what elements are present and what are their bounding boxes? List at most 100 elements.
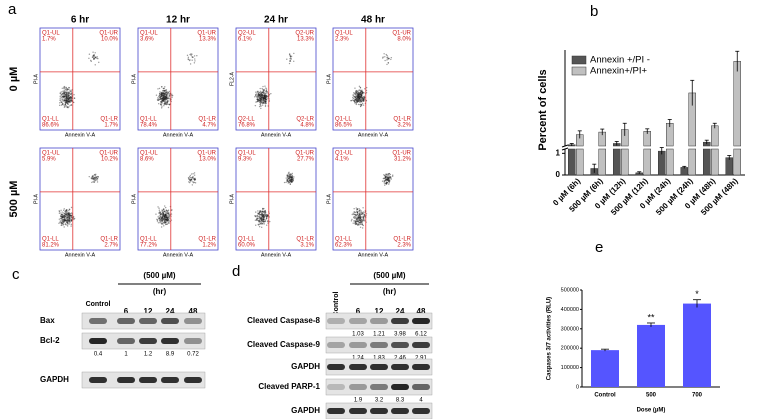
- event-dot: [360, 95, 362, 97]
- event-dot: [257, 224, 260, 226]
- event-dot: [64, 93, 67, 96]
- event-dot: [267, 220, 269, 222]
- event-dot: [162, 90, 165, 92]
- event-dot: [159, 220, 162, 222]
- band: [391, 342, 409, 348]
- event-dot: [361, 96, 363, 99]
- event-dot: [259, 98, 261, 101]
- event-dot: [166, 99, 169, 102]
- event-dot: [358, 217, 360, 220]
- event-dot: [158, 217, 161, 219]
- event-dot: [193, 179, 196, 182]
- event-dot: [68, 91, 70, 93]
- event-dot: [356, 100, 359, 102]
- event-dot: [64, 219, 67, 222]
- event-dot: [162, 98, 165, 100]
- event-dot: [65, 100, 67, 103]
- quadrant-value: 10.0%: [101, 37, 119, 43]
- event-dot: [68, 220, 71, 222]
- event-dot: [265, 96, 267, 98]
- y-axis-label: PI-A: [229, 193, 235, 203]
- quantification: 8.9: [166, 352, 175, 358]
- event-dot: [61, 211, 63, 213]
- event-dot: [66, 225, 69, 227]
- event-dot: [260, 107, 262, 110]
- event-dot: [164, 86, 166, 88]
- event-dot: [387, 177, 389, 179]
- event-dot: [164, 214, 166, 216]
- event-dot: [265, 88, 268, 90]
- event-dot: [258, 92, 260, 94]
- event-dot: [356, 208, 359, 211]
- event-dot: [384, 176, 387, 178]
- event-dot: [160, 95, 162, 97]
- event-dot: [63, 220, 66, 222]
- event-dot: [266, 215, 269, 217]
- event-dot: [355, 103, 357, 106]
- event-dot: [360, 105, 362, 107]
- event-dot: [356, 96, 358, 99]
- event-dot: [358, 95, 360, 98]
- event-dot: [64, 99, 67, 101]
- event-dot: [383, 180, 385, 182]
- event-dot: [158, 95, 160, 98]
- event-dot: [160, 217, 162, 220]
- quadrant-value: 62.3%: [335, 243, 353, 249]
- event-dot: [164, 103, 166, 105]
- event-dot: [96, 57, 98, 59]
- event-dot: [66, 100, 68, 102]
- event-dot: [362, 224, 365, 227]
- event-dot: [164, 101, 166, 103]
- event-dot: [358, 93, 360, 96]
- event-dot: [165, 216, 168, 219]
- event-dot: [62, 94, 65, 96]
- event-dot: [260, 92, 263, 94]
- event-dot: [67, 218, 69, 221]
- event-dot: [162, 208, 165, 210]
- event-dot: [265, 215, 268, 218]
- event-dot: [353, 211, 355, 213]
- event-dot: [360, 210, 363, 212]
- event-dot: [67, 88, 70, 91]
- event-dot: [165, 222, 167, 224]
- event-dot: [259, 211, 262, 213]
- event-dot: [264, 97, 266, 100]
- event-dot: [289, 177, 291, 179]
- event-dot: [355, 218, 358, 220]
- event-dot: [70, 96, 72, 99]
- event-dot: [358, 97, 360, 100]
- event-dot: [162, 209, 164, 212]
- event-dot: [260, 216, 262, 218]
- event-dot: [261, 97, 264, 100]
- event-dot: [260, 94, 263, 96]
- event-dot: [265, 90, 268, 92]
- event-dot: [164, 93, 166, 95]
- event-dot: [90, 59, 92, 62]
- event-dot: [267, 222, 269, 224]
- event-dot: [164, 218, 166, 220]
- event-dot: [286, 175, 289, 178]
- event-dot: [290, 58, 292, 60]
- event-dot: [62, 209, 65, 212]
- event-dot: [68, 95, 70, 97]
- event-dot: [61, 87, 63, 89]
- event-dot: [256, 98, 259, 100]
- event-dot: [355, 223, 357, 226]
- event-dot: [389, 176, 391, 178]
- event-dot: [256, 94, 259, 96]
- event-dot: [166, 101, 169, 104]
- event-dot: [262, 95, 265, 97]
- event-dot: [388, 179, 390, 181]
- event-dot: [358, 216, 361, 218]
- event-dot: [357, 99, 359, 101]
- event-dot: [357, 220, 359, 223]
- event-dot: [356, 211, 358, 214]
- event-dot: [70, 212, 73, 214]
- band: [139, 377, 157, 383]
- x-axis-label: Annexin V-A: [261, 252, 292, 258]
- event-dot: [191, 53, 193, 55]
- event-dot: [69, 218, 71, 221]
- event-dot: [68, 213, 71, 216]
- event-dot: [92, 55, 95, 57]
- event-dot: [360, 99, 362, 101]
